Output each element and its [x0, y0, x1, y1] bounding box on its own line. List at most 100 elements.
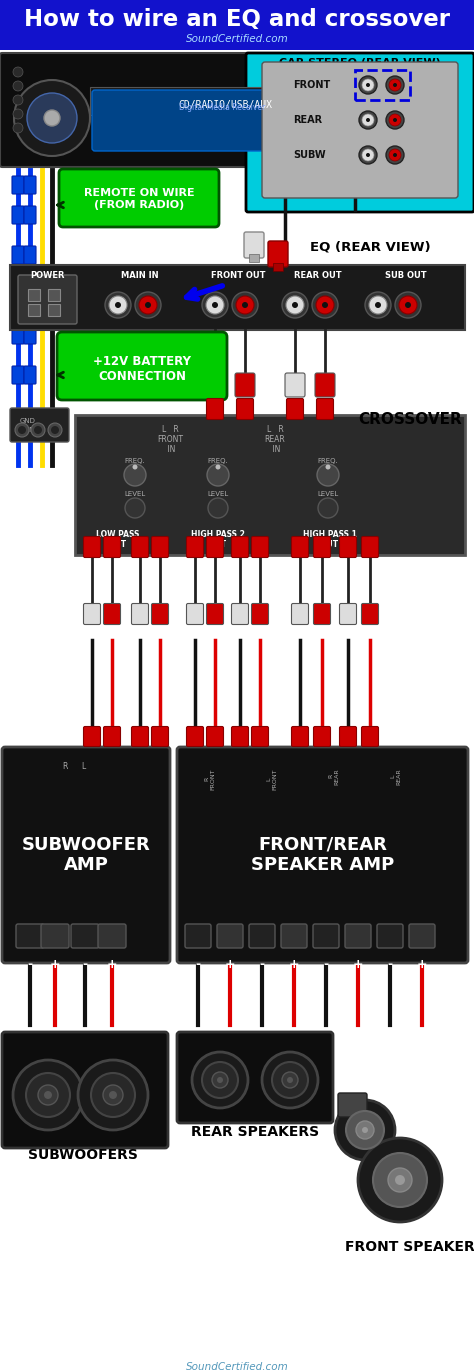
Circle shape — [386, 111, 404, 129]
Circle shape — [287, 1077, 293, 1084]
Text: FRONT SPEAKERS: FRONT SPEAKERS — [345, 1240, 474, 1254]
FancyBboxPatch shape — [186, 726, 203, 747]
Circle shape — [207, 464, 229, 486]
Circle shape — [109, 296, 127, 314]
Circle shape — [216, 464, 220, 470]
Circle shape — [346, 1111, 384, 1149]
FancyBboxPatch shape — [339, 537, 356, 558]
FancyBboxPatch shape — [237, 399, 254, 419]
FancyBboxPatch shape — [207, 726, 224, 747]
FancyBboxPatch shape — [103, 604, 120, 625]
Text: FREQ.: FREQ. — [318, 458, 338, 464]
Text: LEVEL: LEVEL — [207, 490, 228, 497]
Bar — [48, 304, 60, 316]
FancyBboxPatch shape — [83, 537, 100, 558]
Text: +: + — [107, 958, 117, 971]
Circle shape — [44, 1091, 52, 1099]
Circle shape — [362, 79, 374, 90]
Circle shape — [109, 1091, 117, 1099]
FancyBboxPatch shape — [152, 537, 168, 558]
FancyBboxPatch shape — [377, 923, 403, 948]
Circle shape — [375, 301, 381, 308]
Circle shape — [217, 1077, 223, 1084]
Text: -: - — [259, 958, 264, 971]
Bar — [48, 289, 60, 301]
Circle shape — [365, 292, 391, 318]
Text: FREQ.: FREQ. — [208, 458, 228, 464]
Circle shape — [14, 79, 90, 156]
Circle shape — [262, 1052, 318, 1108]
Circle shape — [232, 292, 258, 318]
FancyBboxPatch shape — [217, 923, 243, 948]
Circle shape — [316, 296, 334, 314]
FancyBboxPatch shape — [185, 923, 211, 948]
Text: How to wire an EQ and crossover: How to wire an EQ and crossover — [24, 8, 450, 32]
Circle shape — [105, 292, 131, 318]
FancyBboxPatch shape — [12, 206, 24, 225]
Circle shape — [103, 1085, 123, 1106]
Circle shape — [192, 1052, 248, 1108]
Text: L
FRONT: L FRONT — [266, 769, 277, 789]
Text: L   R: L R — [162, 425, 178, 434]
Text: REAR OUT: REAR OUT — [294, 271, 342, 279]
Text: +: + — [289, 958, 299, 971]
Circle shape — [292, 301, 298, 308]
Circle shape — [236, 296, 254, 314]
Text: -: - — [27, 958, 33, 971]
Text: R
FRONT: R FRONT — [205, 769, 215, 789]
Text: SUBWOOFERS: SUBWOOFERS — [28, 1148, 138, 1162]
Text: HIGH PASS 2
OUT: HIGH PASS 2 OUT — [191, 530, 245, 549]
Circle shape — [389, 114, 401, 126]
Bar — [28, 304, 40, 316]
Circle shape — [13, 95, 23, 105]
Text: FRONT/REAR
SPEAKER AMP: FRONT/REAR SPEAKER AMP — [251, 836, 394, 874]
Text: CROSSOVER: CROSSOVER — [358, 412, 462, 427]
Circle shape — [91, 1073, 135, 1117]
FancyBboxPatch shape — [313, 604, 330, 625]
Text: +: + — [417, 958, 428, 971]
Circle shape — [286, 296, 304, 314]
Text: CD/RADIO/USB/AUX: CD/RADIO/USB/AUX — [178, 100, 272, 110]
FancyBboxPatch shape — [273, 263, 283, 271]
Circle shape — [389, 149, 401, 162]
FancyBboxPatch shape — [83, 604, 100, 625]
Text: SoundCertified.com: SoundCertified.com — [186, 1362, 288, 1370]
Circle shape — [13, 1060, 83, 1130]
Circle shape — [317, 464, 339, 486]
Circle shape — [359, 75, 377, 95]
FancyBboxPatch shape — [152, 726, 168, 747]
Circle shape — [208, 499, 228, 518]
Circle shape — [13, 123, 23, 133]
Circle shape — [393, 153, 397, 158]
FancyBboxPatch shape — [281, 923, 307, 948]
FancyBboxPatch shape — [131, 537, 148, 558]
Circle shape — [115, 301, 121, 308]
FancyBboxPatch shape — [71, 923, 99, 948]
Circle shape — [393, 84, 397, 88]
FancyBboxPatch shape — [12, 366, 24, 384]
Circle shape — [145, 301, 151, 308]
Circle shape — [282, 292, 308, 318]
Text: SUB OUT: SUB OUT — [385, 271, 427, 279]
FancyBboxPatch shape — [249, 923, 275, 948]
Circle shape — [393, 118, 397, 122]
Circle shape — [15, 423, 29, 437]
Circle shape — [395, 292, 421, 318]
FancyBboxPatch shape — [345, 923, 371, 948]
FancyBboxPatch shape — [24, 247, 36, 264]
FancyBboxPatch shape — [0, 53, 399, 167]
Text: REM: REM — [20, 427, 35, 433]
Circle shape — [78, 1060, 148, 1130]
Circle shape — [362, 114, 374, 126]
Text: +12V BATTERY
CONNECTION: +12V BATTERY CONNECTION — [93, 355, 191, 384]
Circle shape — [13, 110, 23, 119]
Circle shape — [405, 301, 411, 308]
FancyBboxPatch shape — [246, 53, 474, 212]
Circle shape — [48, 423, 62, 437]
Circle shape — [139, 296, 157, 314]
Text: -: - — [323, 958, 328, 971]
FancyBboxPatch shape — [18, 275, 77, 323]
Circle shape — [202, 292, 228, 318]
Text: L
REAR: L REAR — [391, 769, 401, 785]
FancyBboxPatch shape — [207, 399, 224, 419]
